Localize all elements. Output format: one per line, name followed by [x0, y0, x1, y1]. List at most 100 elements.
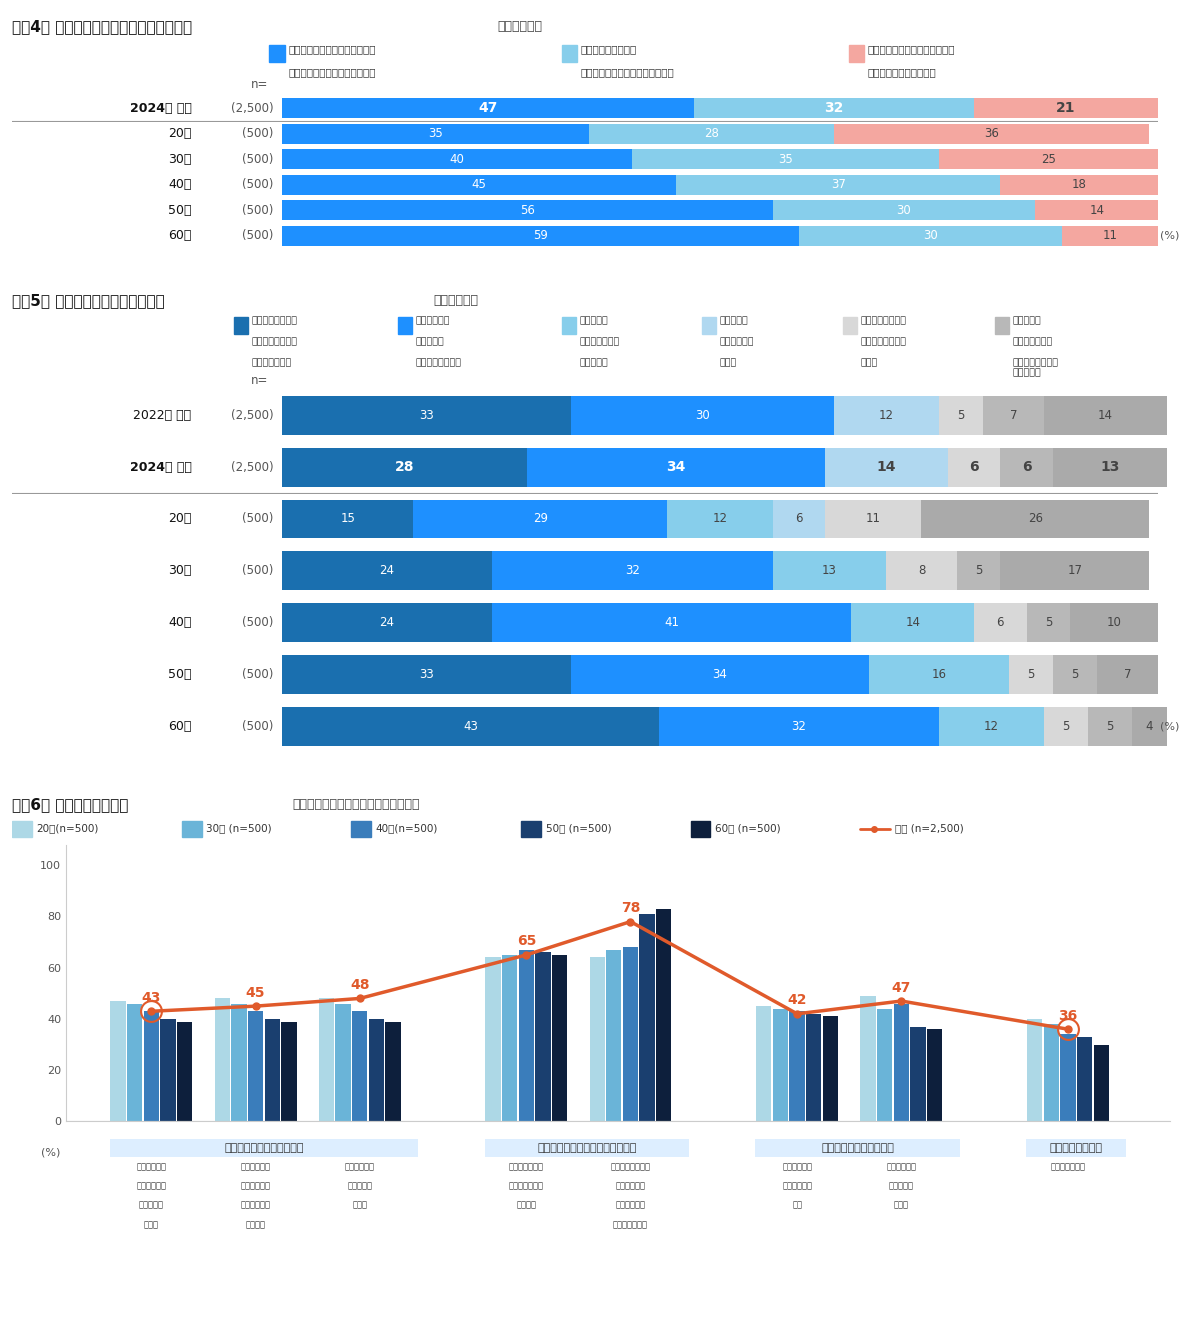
Text: 60代 (n=500): 60代 (n=500)	[715, 823, 781, 834]
Text: （単一回答）: （単一回答）	[498, 20, 542, 34]
Text: 7: 7	[1123, 667, 1132, 681]
Text: (2,500): (2,500)	[230, 408, 274, 422]
Text: 56: 56	[520, 204, 535, 216]
Text: お湯を注ぐだけ: お湯を注ぐだけ	[1050, 1163, 1086, 1171]
Text: 18: 18	[1072, 179, 1086, 191]
Text: 35: 35	[428, 128, 443, 140]
Bar	[562, 46, 577, 62]
Text: (500): (500)	[242, 204, 274, 216]
Text: 調理済み食品（総菜など）: 調理済み食品（総菜など）	[224, 1143, 304, 1154]
Text: そもそも「いつも: そもそも「いつも	[860, 317, 906, 325]
Text: 包丁で調理する: 包丁で調理する	[509, 1163, 544, 1171]
Bar	[181, 822, 202, 837]
Text: (500): (500)	[242, 720, 274, 733]
Text: 26: 26	[1028, 513, 1043, 525]
Text: ものたま: ものたま	[246, 1219, 265, 1229]
Text: 30: 30	[695, 408, 710, 422]
Bar	[485, 958, 500, 1121]
Text: (500): (500)	[242, 128, 274, 140]
Bar	[144, 1011, 160, 1121]
Text: 34: 34	[666, 461, 686, 474]
Bar	[385, 1022, 401, 1121]
Text: 11: 11	[1103, 230, 1117, 242]
Text: 電子レンジでは: 電子レンジでは	[509, 1182, 544, 1191]
Bar	[773, 1009, 788, 1121]
Text: 8: 8	[918, 564, 925, 577]
Text: 買わないこと: 買わないこと	[720, 337, 755, 346]
Text: ＜図5＞ 食品の値上げに関する行動: ＜図5＞ 食品の値上げに関する行動	[12, 293, 164, 309]
Text: 全体 (n=2,500): 全体 (n=2,500)	[895, 823, 964, 834]
Bar	[589, 958, 605, 1121]
Text: (500): (500)	[242, 513, 274, 525]
Text: 78: 78	[620, 901, 640, 915]
Bar	[702, 317, 716, 333]
Text: 33: 33	[419, 408, 434, 422]
Text: 43: 43	[463, 720, 478, 733]
Bar	[161, 1019, 175, 1121]
Text: 14: 14	[905, 616, 920, 629]
Text: 並べたまま: 並べたまま	[139, 1201, 164, 1210]
Text: 包丁で焼いたり、: 包丁で焼いたり、	[611, 1163, 650, 1171]
Text: 30: 30	[923, 230, 937, 242]
Text: 40代: 40代	[168, 179, 192, 191]
Text: 食卓に並べた: 食卓に並べた	[240, 1201, 270, 1210]
Text: n=: n=	[251, 375, 268, 387]
Text: 12: 12	[713, 513, 727, 525]
Text: 14: 14	[1090, 204, 1104, 216]
Bar	[606, 950, 622, 1121]
Text: 6: 6	[1021, 461, 1032, 474]
Text: 40: 40	[450, 153, 464, 165]
Text: (500): (500)	[242, 153, 274, 165]
Text: が多い: が多い	[720, 359, 737, 367]
Text: 冷凍食品を解凍したもの: 冷凍食品を解凍したもの	[821, 1143, 894, 1154]
Text: (500): (500)	[242, 179, 274, 191]
Text: 35: 35	[779, 153, 793, 165]
Text: 購入時のまま: 購入時のまま	[137, 1163, 167, 1171]
FancyBboxPatch shape	[485, 1139, 689, 1158]
Bar	[1044, 1025, 1058, 1121]
Text: その商品は: その商品は	[720, 317, 749, 325]
Bar	[790, 1011, 805, 1121]
Text: 16: 16	[931, 667, 947, 681]
Text: 32: 32	[824, 101, 844, 115]
Text: 10: 10	[1106, 616, 1122, 629]
Text: 36: 36	[1058, 1009, 1078, 1023]
Bar	[756, 1006, 772, 1121]
Text: 4: 4	[1146, 720, 1153, 733]
Text: 50代: 50代	[168, 204, 192, 216]
Text: 6: 6	[796, 513, 803, 525]
Text: 買うことが多い: 買うことが多い	[252, 359, 292, 367]
Bar	[232, 1003, 246, 1121]
Text: n=: n=	[251, 78, 268, 90]
Text: 48: 48	[350, 978, 370, 992]
FancyBboxPatch shape	[756, 1139, 960, 1158]
Text: 60代: 60代	[168, 230, 192, 242]
Text: 替えることが多い: 替えることが多い	[415, 359, 462, 367]
Bar	[848, 46, 864, 62]
Text: (2,500): (2,500)	[230, 102, 274, 114]
Text: 14: 14	[1098, 408, 1112, 422]
Text: いつも買う: いつも買う	[1013, 317, 1042, 325]
Text: 42: 42	[787, 994, 806, 1007]
Text: 6: 6	[970, 461, 979, 474]
Text: 40代(n=500): 40代(n=500)	[376, 823, 438, 834]
Text: 7: 7	[1009, 408, 1018, 422]
Text: (500): (500)	[242, 230, 274, 242]
Bar	[518, 950, 534, 1121]
Bar	[248, 1011, 263, 1121]
Text: 使わない: 使わない	[516, 1201, 536, 1210]
Bar	[1061, 1034, 1075, 1121]
Text: 商品が値上がり: 商品が値上がり	[1013, 337, 1052, 346]
Bar	[877, 1009, 893, 1121]
Text: 32: 32	[625, 564, 640, 577]
Text: 5: 5	[1106, 720, 1114, 733]
Bar	[352, 822, 371, 837]
Text: 迫っているものから買う: 迫っているものから買う	[868, 67, 936, 77]
Text: (500): (500)	[242, 616, 274, 629]
Text: 37: 37	[830, 179, 846, 191]
Text: 2024年 全体: 2024年 全体	[130, 461, 192, 474]
Text: 5: 5	[1027, 667, 1034, 681]
Text: 24: 24	[379, 564, 395, 577]
Text: (%): (%)	[1160, 721, 1180, 731]
Text: 安い商品に: 安い商品に	[415, 337, 444, 346]
